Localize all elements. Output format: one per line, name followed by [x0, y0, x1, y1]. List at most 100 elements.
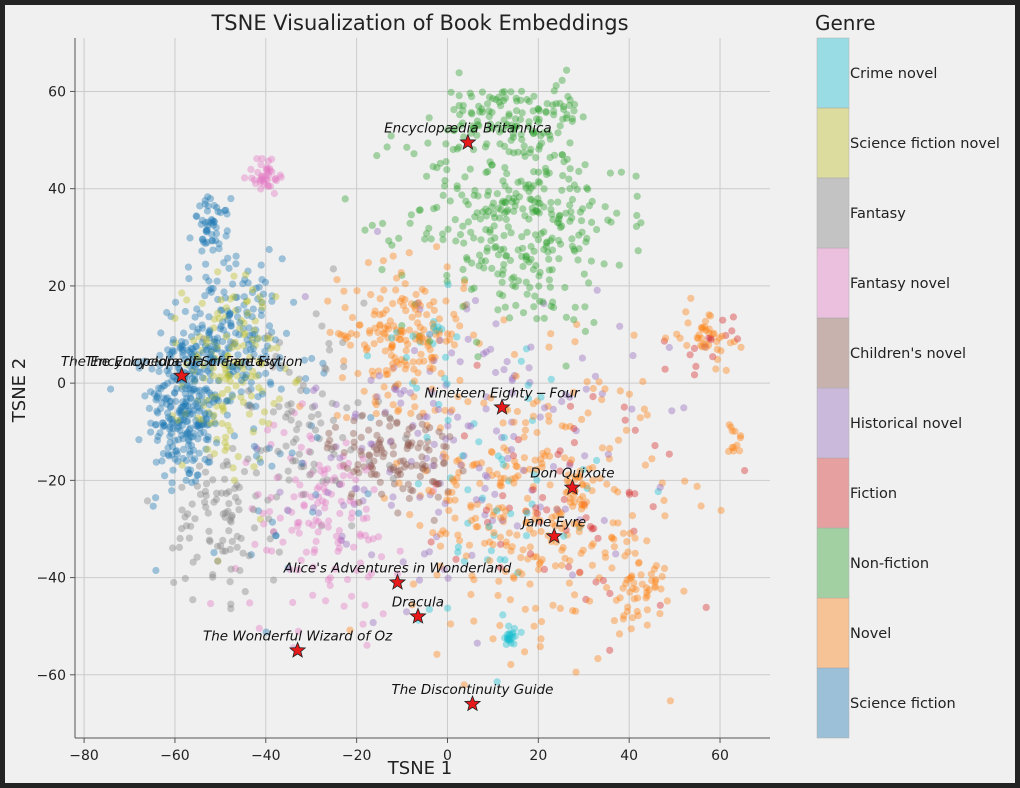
- data-point: [622, 426, 631, 434]
- data-point: [387, 437, 395, 445]
- data-point: [275, 395, 284, 403]
- data-point: [257, 261, 265, 269]
- data-point: [475, 464, 483, 472]
- data-point: [563, 66, 571, 74]
- data-point: [223, 443, 231, 451]
- data-point: [439, 453, 447, 461]
- data-point: [571, 591, 579, 599]
- data-point: [725, 421, 733, 429]
- data-point: [436, 479, 444, 488]
- data-point: [273, 493, 281, 501]
- data-point: [212, 223, 220, 232]
- data-point: [324, 523, 332, 531]
- data-point: [587, 257, 596, 265]
- data-point: [440, 566, 448, 574]
- data-point: [440, 460, 448, 468]
- data-point: [500, 245, 508, 253]
- data-point: [346, 497, 354, 505]
- data-point: [349, 429, 358, 438]
- data-point: [367, 291, 375, 299]
- data-point: [526, 550, 535, 558]
- data-point: [222, 433, 230, 441]
- data-point: [525, 364, 533, 372]
- data-point: [514, 178, 522, 186]
- data-point: [482, 348, 490, 356]
- data-point: [297, 556, 305, 564]
- data-point: [367, 376, 375, 384]
- data-point: [492, 96, 500, 104]
- data-point: [211, 420, 219, 428]
- data-point: [533, 465, 541, 473]
- data-point: [221, 359, 229, 367]
- data-point: [364, 259, 372, 267]
- data-point: [411, 305, 419, 313]
- data-point: [199, 361, 207, 369]
- data-point: [676, 334, 684, 342]
- data-point: [632, 585, 640, 594]
- data-point: [568, 214, 576, 222]
- data-point: [452, 315, 460, 323]
- data-point: [627, 625, 635, 633]
- data-point: [633, 607, 641, 616]
- data-point: [258, 276, 266, 284]
- data-point: [440, 442, 448, 450]
- data-point: [223, 396, 231, 405]
- data-point: [326, 574, 335, 582]
- data-point: [263, 165, 271, 173]
- y-tick-label: 0: [57, 376, 66, 392]
- data-point: [273, 359, 281, 367]
- data-point: [242, 271, 250, 279]
- data-point: [389, 300, 397, 308]
- data-point: [331, 565, 339, 573]
- data-point: [319, 359, 327, 367]
- data-point: [195, 421, 203, 430]
- data-point: [523, 518, 531, 526]
- data-point: [363, 514, 371, 522]
- data-point: [583, 484, 591, 493]
- data-point: [426, 346, 434, 354]
- data-point: [494, 121, 503, 129]
- data-point: [320, 470, 328, 478]
- data-point: [471, 186, 479, 195]
- data-point: [193, 471, 201, 479]
- data-point: [286, 565, 294, 574]
- data-point: [233, 543, 241, 551]
- data-point: [353, 566, 361, 574]
- data-point: [468, 572, 476, 580]
- data-point: [203, 421, 211, 429]
- data-point: [573, 320, 581, 329]
- data-point: [525, 122, 533, 130]
- data-point: [600, 516, 608, 525]
- data-point: [538, 463, 546, 471]
- data-point: [450, 310, 458, 318]
- data-point: [456, 537, 464, 545]
- legend-swatch: [816, 247, 850, 319]
- data-point: [502, 215, 510, 224]
- data-point: [366, 327, 374, 335]
- data-point: [451, 126, 459, 134]
- data-point: [337, 536, 345, 544]
- data-point: [478, 108, 487, 116]
- data-point: [463, 305, 471, 313]
- data-point: [452, 237, 460, 245]
- data-point: [186, 348, 194, 356]
- data-point: [492, 320, 500, 328]
- data-point: [384, 391, 392, 399]
- data-point: [314, 528, 322, 536]
- data-point: [236, 362, 244, 370]
- data-point: [184, 466, 192, 474]
- data-point: [326, 328, 334, 336]
- data-point: [449, 475, 457, 483]
- data-point: [206, 376, 214, 385]
- data-point: [510, 640, 518, 648]
- data-point: [221, 365, 230, 373]
- data-point: [531, 231, 540, 239]
- data-point: [270, 528, 278, 536]
- data-point: [566, 402, 575, 410]
- data-point: [392, 286, 400, 294]
- data-point: [228, 391, 236, 399]
- data-point: [332, 532, 341, 540]
- data-point: [603, 480, 611, 488]
- data-point: [651, 584, 659, 592]
- data-point: [188, 374, 197, 383]
